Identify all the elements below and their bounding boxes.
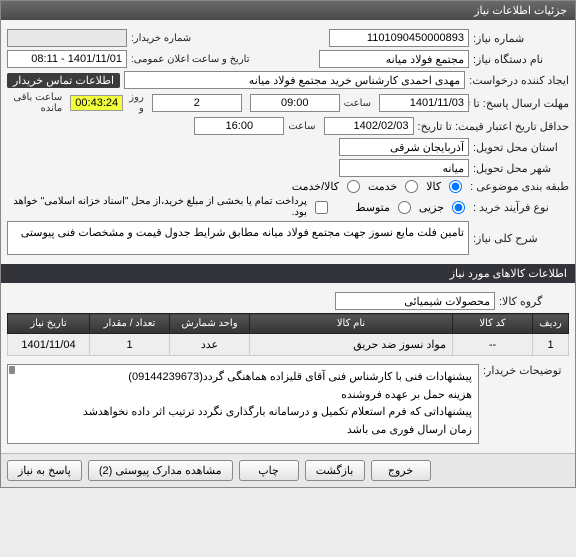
- goods-group-field[interactable]: [335, 292, 495, 310]
- time-left: 00:43:24: [70, 95, 123, 111]
- window: جزئیات اطلاعات نیاز شماره نیاز: شماره خر…: [0, 0, 576, 488]
- lbl-remain: ساعت باقی مانده: [7, 92, 62, 114]
- radio-both[interactable]: [347, 180, 360, 193]
- exit-button[interactable]: خروج: [371, 460, 431, 481]
- lbl-validity: حداقل تاریخ اعتبار قیمت: تا تاریخ:: [418, 120, 569, 133]
- td-unit: عدد: [170, 334, 250, 356]
- lbl-at-1: ساعت: [344, 98, 371, 109]
- back-button[interactable]: بازگشت: [305, 460, 365, 481]
- td-code: --: [453, 334, 533, 356]
- lbl-need-no: شماره نیاز:: [473, 32, 569, 45]
- print-button[interactable]: چاپ: [239, 460, 299, 481]
- explanations-field[interactable]: پیشنهادات فنی با کارشناس فنی آقای قلیزاد…: [7, 364, 479, 444]
- validity-date[interactable]: [324, 117, 414, 135]
- button-row: پاسخ به نیاز مشاهده مدارک پیوستی (2) چاپ…: [1, 453, 575, 487]
- lbl-goods-group: گروه کالا:: [499, 295, 569, 308]
- desc-line-1: پیشنهادات فنی با کارشناس فنی آقای قلیزاد…: [14, 369, 472, 387]
- buyer-no-field: [7, 29, 127, 47]
- lbl-need-desc: شرح کلی نیاز:: [473, 232, 569, 245]
- lbl-at-2: ساعت: [288, 121, 315, 132]
- city-field[interactable]: [339, 159, 469, 177]
- radio-service[interactable]: [405, 180, 418, 193]
- lbl-subject-class: طبقه بندی موضوعی :: [470, 180, 569, 193]
- lbl-requester: ایجاد کننده درخواست:: [469, 74, 569, 87]
- td-name: مواد نسوز ضد حریق: [250, 334, 453, 356]
- requester-field[interactable]: [124, 71, 465, 89]
- th-code: کد کالا: [453, 314, 533, 334]
- lbl-explanations: توضیحات خریدار:: [483, 364, 569, 377]
- buyer-contact-badge[interactable]: اطلاعات تماس خریدار: [7, 73, 120, 88]
- lbl-device: نام دستگاه نیاز:: [473, 53, 569, 66]
- lbl-city: شهر محل تحویل:: [473, 162, 569, 175]
- radio-partial-lbl: جزیی: [419, 201, 444, 214]
- td-qty: 1: [90, 334, 170, 356]
- th-need-date: تاریخ نیاز: [8, 314, 90, 334]
- validity-time[interactable]: [194, 117, 284, 135]
- purchase-note-check[interactable]: [315, 201, 328, 214]
- radio-service-lbl: خدمت: [368, 180, 397, 193]
- lbl-province: استان محل تحویل:: [473, 141, 569, 154]
- need-desc-field[interactable]: تامین فلت مایع نسوز جهت مجتمع فولاد میان…: [7, 221, 469, 255]
- lbl-days-and: روز و: [127, 92, 144, 114]
- td-need-date: 1401/11/04: [8, 334, 90, 356]
- titlebar: جزئیات اطلاعات نیاز: [1, 1, 575, 20]
- desc-line-3: پیشنهاداتی که فرم استعلام تکمیل و درساما…: [14, 404, 472, 422]
- province-field[interactable]: [339, 138, 469, 156]
- radio-goods-lbl: کالا: [426, 180, 441, 193]
- need-no-field[interactable]: [329, 29, 469, 47]
- radio-medium[interactable]: [398, 201, 411, 214]
- th-unit: واحد شمارش: [170, 314, 250, 334]
- th-row: ردیف: [533, 314, 569, 334]
- attachments-button[interactable]: مشاهده مدارک پیوستی (2): [88, 460, 233, 481]
- td-row: 1: [533, 334, 569, 356]
- lbl-deadline: مهلت ارسال پاسخ: تا تاریخ:: [473, 97, 569, 110]
- th-qty: تعداد / مقدار: [90, 314, 170, 334]
- deadline-time[interactable]: [250, 94, 340, 112]
- radio-both-lbl: کالا/خدمت: [292, 180, 339, 193]
- main-panel: شماره نیاز: شماره خریدار: نام دستگاه نیا…: [1, 20, 575, 264]
- th-name: نام کالا: [250, 314, 453, 334]
- lbl-buyer-no: شماره خریدار:: [131, 33, 227, 44]
- deadline-date[interactable]: [379, 94, 469, 112]
- public-date-field[interactable]: [7, 50, 127, 68]
- desc-line-2: هزینه حمل بر عهده فروشنده: [14, 387, 472, 405]
- radio-partial[interactable]: [452, 201, 465, 214]
- goods-info-title: اطلاعات کالاهای مورد نیاز: [450, 267, 567, 280]
- days-left: [152, 94, 242, 112]
- table-row[interactable]: 1 -- مواد نسوز ضد حریق عدد 1 1401/11/04: [8, 334, 569, 356]
- respond-button[interactable]: پاسخ به نیاز: [7, 460, 82, 481]
- scroll-icon[interactable]: [9, 366, 15, 374]
- radio-goods[interactable]: [449, 180, 462, 193]
- lbl-public-date: تاریخ و ساعت اعلان عمومی:: [131, 54, 261, 65]
- desc-line-4: زمان ارسال فوری می باشد: [14, 422, 472, 440]
- purchase-note: پرداخت تمام یا بخشی از مبلغ خرید،از محل …: [7, 196, 307, 218]
- goods-info-header: اطلاعات کالاهای مورد نیاز: [1, 264, 575, 283]
- radio-medium-lbl: متوسط: [355, 201, 390, 214]
- items-table: ردیف کد کالا نام کالا واحد شمارش تعداد /…: [7, 313, 569, 356]
- lbl-purchase-type: نوع فرآیند خرید :: [473, 201, 569, 214]
- device-field[interactable]: [319, 50, 469, 68]
